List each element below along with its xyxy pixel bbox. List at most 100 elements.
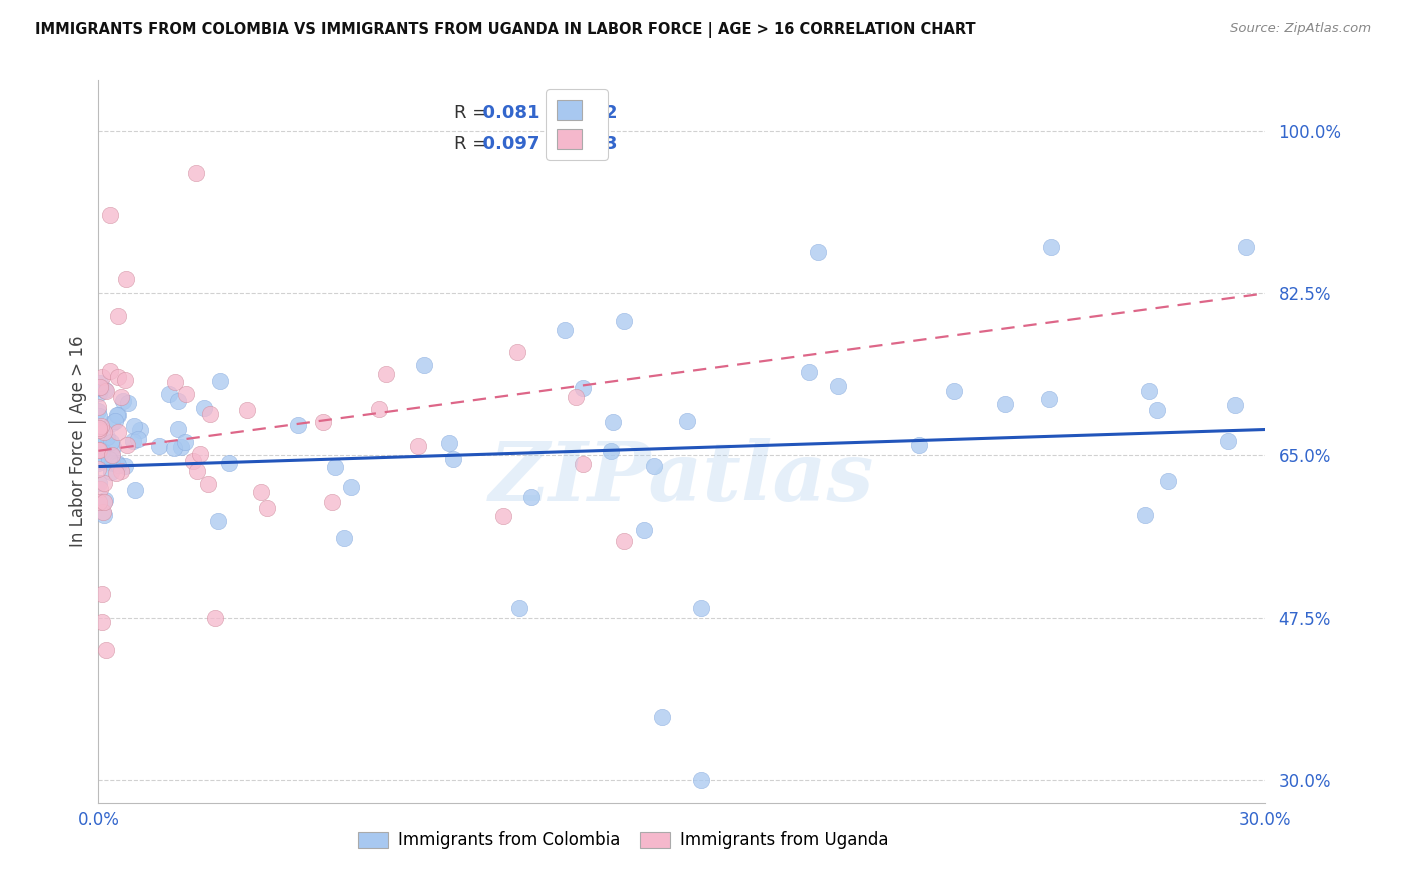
Point <box>491 509 513 524</box>
Point <box>107 370 129 384</box>
Point <box>94 383 117 397</box>
Point <box>93 508 115 523</box>
Point <box>1146 402 1168 417</box>
Point <box>1040 240 1063 254</box>
Point <box>98 364 121 378</box>
Point <box>571 381 593 395</box>
Text: Source: ZipAtlas.com: Source: ZipAtlas.com <box>1230 22 1371 36</box>
Point <box>236 403 259 417</box>
Point <box>209 374 232 388</box>
Point <box>97 452 120 467</box>
Point <box>87 454 110 468</box>
Point <box>110 465 132 479</box>
Point <box>204 610 226 624</box>
Point <box>90 419 112 434</box>
Point <box>321 494 343 508</box>
Point <box>93 505 115 519</box>
Point <box>114 373 136 387</box>
Point <box>107 310 129 324</box>
Point <box>943 384 966 398</box>
Point <box>170 440 193 454</box>
Point <box>602 415 624 429</box>
Point <box>197 477 219 491</box>
Point <box>181 454 204 468</box>
Point <box>87 495 110 509</box>
Point <box>166 422 188 436</box>
Point <box>148 439 170 453</box>
Point <box>193 401 215 415</box>
Point <box>107 409 129 423</box>
Point <box>287 417 309 432</box>
Point <box>107 458 129 473</box>
Point <box>89 376 111 391</box>
Point <box>101 440 124 454</box>
Point <box>107 425 129 439</box>
Point <box>89 442 111 457</box>
Point <box>93 476 115 491</box>
Point <box>1137 384 1160 398</box>
Point <box>441 452 464 467</box>
Point <box>98 208 121 222</box>
Point <box>87 443 110 458</box>
Point <box>797 365 820 379</box>
Point <box>96 384 118 399</box>
Point <box>115 438 138 452</box>
Point <box>93 495 115 509</box>
Point <box>807 244 830 259</box>
Point <box>90 381 112 395</box>
Point <box>633 523 655 537</box>
Point <box>1038 392 1060 406</box>
Point <box>94 492 117 507</box>
Text: 53: 53 <box>581 135 617 153</box>
Point <box>506 345 529 359</box>
Text: N =: N = <box>565 103 605 122</box>
Point <box>174 387 197 401</box>
Point <box>323 459 346 474</box>
Point <box>413 358 436 372</box>
Point <box>87 461 110 475</box>
Point <box>90 444 112 458</box>
Point <box>908 438 931 452</box>
Point <box>105 457 128 471</box>
Point <box>163 442 186 456</box>
Point <box>127 432 149 446</box>
Point <box>600 443 623 458</box>
Point <box>89 483 111 497</box>
Point <box>122 434 145 448</box>
Point <box>994 397 1017 411</box>
Point <box>100 435 122 450</box>
Point <box>124 483 146 498</box>
Point <box>173 435 195 450</box>
Point <box>256 501 278 516</box>
Point <box>105 408 128 422</box>
Point <box>87 423 110 437</box>
Point <box>87 421 110 435</box>
Text: ZIPatlas: ZIPatlas <box>489 438 875 517</box>
Point <box>100 417 122 431</box>
Point <box>437 435 460 450</box>
Point <box>250 485 273 500</box>
Point <box>375 367 398 381</box>
Point <box>198 407 221 421</box>
Point <box>163 375 186 389</box>
Point <box>408 439 430 453</box>
Text: 0.097: 0.097 <box>470 135 538 153</box>
Point <box>105 466 128 480</box>
Point <box>101 456 124 470</box>
Point <box>1234 240 1257 254</box>
Point <box>333 531 356 545</box>
Point <box>690 601 713 615</box>
Point <box>572 458 595 472</box>
Point <box>87 404 110 418</box>
Point <box>188 447 211 461</box>
Point <box>207 514 229 528</box>
Point <box>312 415 335 429</box>
Point <box>157 386 180 401</box>
Text: IMMIGRANTS FROM COLOMBIA VS IMMIGRANTS FROM UGANDA IN LABOR FORCE | AGE > 16 COR: IMMIGRANTS FROM COLOMBIA VS IMMIGRANTS F… <box>35 22 976 38</box>
Point <box>122 418 145 433</box>
Point <box>1216 434 1239 449</box>
Point <box>87 432 110 446</box>
Point <box>114 458 136 473</box>
Text: 0.081: 0.081 <box>470 103 538 122</box>
Point <box>87 409 110 424</box>
